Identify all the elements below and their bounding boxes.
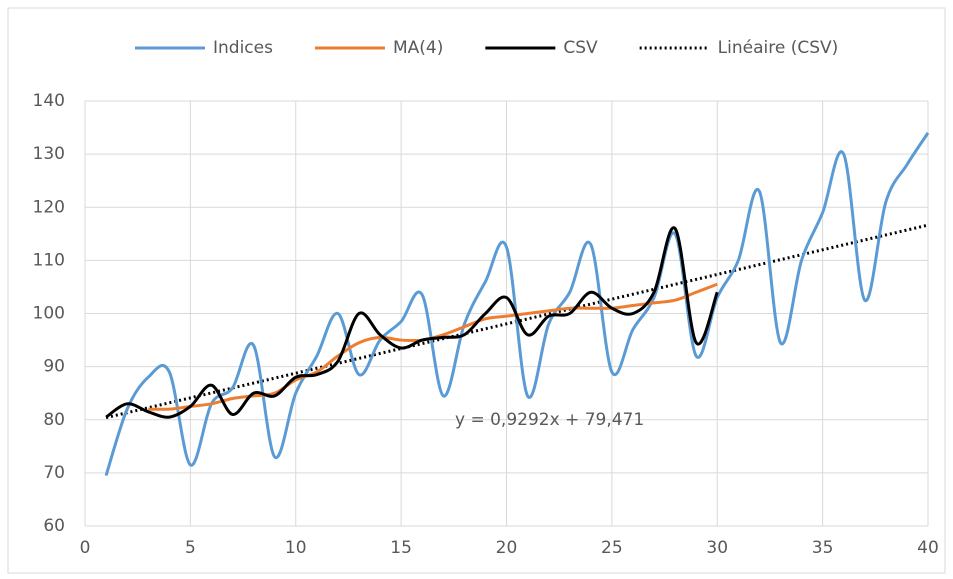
- series-line: [105, 226, 719, 419]
- legend-label: CSV: [563, 38, 598, 58]
- x-tick-label: 0: [80, 538, 91, 558]
- x-tick-label: 35: [812, 538, 834, 558]
- y-tick-label: 80: [43, 410, 65, 430]
- legend-label: Linéaire (CSV): [718, 38, 839, 58]
- y-tick-label: 60: [43, 516, 65, 536]
- y-tick-label: 130: [33, 144, 65, 164]
- y-tick-label: 90: [43, 357, 65, 377]
- x-tick-label: 10: [285, 538, 307, 558]
- y-tick-label: 140: [33, 91, 65, 111]
- y-tick-label: 120: [33, 197, 65, 217]
- x-tick-label: 40: [917, 538, 939, 558]
- y-tick-label: 110: [33, 250, 65, 270]
- x-tick-label: 5: [185, 538, 196, 558]
- x-tick-label: 30: [706, 538, 728, 558]
- trendline: [105, 223, 929, 420]
- legend-label: Indices: [213, 38, 273, 58]
- legend-label: MA(4): [393, 38, 443, 58]
- x-tick-label: 25: [601, 538, 623, 558]
- series-line: [104, 132, 930, 476]
- x-tick-label: 20: [496, 538, 518, 558]
- x-tick-label: 15: [390, 538, 412, 558]
- trendline-equation: y = 0,9292x + 79,471: [455, 410, 644, 430]
- y-tick-label: 100: [33, 304, 65, 324]
- chart-border: [7, 7, 946, 574]
- y-tick-label: 70: [43, 463, 65, 483]
